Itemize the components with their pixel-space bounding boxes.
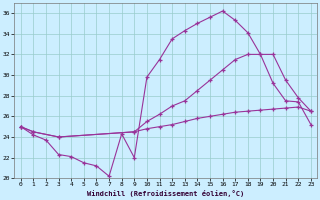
X-axis label: Windchill (Refroidissement éolien,°C): Windchill (Refroidissement éolien,°C): [87, 190, 244, 197]
